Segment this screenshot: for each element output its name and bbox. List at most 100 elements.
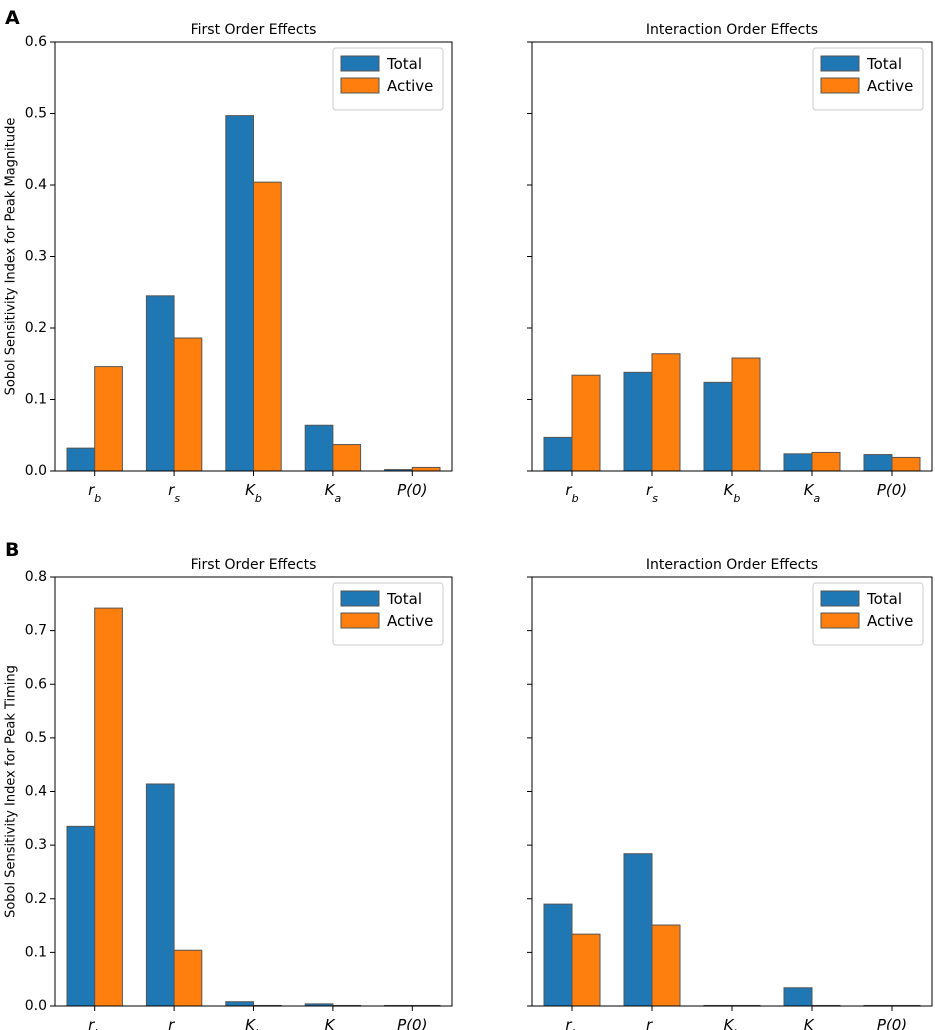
chart-2-ytick-label: 0.1 (25, 944, 47, 960)
chart-2-xtick-base: K (325, 1016, 336, 1030)
chart-0-ytick-label: 0.4 (25, 177, 47, 193)
chart-1-xtick-sub: b (733, 492, 740, 505)
chart-0-xtick-label-1: rs (168, 481, 180, 505)
chart-3-legend-label-total: Total (866, 590, 902, 608)
chart-2-bar-total-0 (66, 825, 96, 1007)
chart-0-legend-label-active: Active (387, 77, 433, 95)
chart-1-legend-swatch-total (820, 55, 860, 72)
chart-1-xtick-label-2: Kb (724, 481, 741, 505)
chart-3-axes: Interaction Order EffectsrbrsKbKaP(0)Tot… (527, 557, 933, 1030)
chart-3-xtick-base: r (646, 1016, 653, 1030)
chart-2-xtick-label-3: Ka (325, 1016, 342, 1030)
chart-0-bar-active-4 (411, 466, 441, 472)
chart-0-bar-active-1 (173, 337, 203, 472)
chart-0-xtick-sub: b (255, 492, 262, 505)
chart-2-axes: B First Order Effects Sobol Sensitivity In… (4, 539, 453, 1030)
chart-2-title: First Order Effects (191, 557, 317, 573)
chart-2-xtick-label-1: rs (168, 1016, 180, 1030)
chart-0-bar-total-3 (304, 424, 334, 472)
chart-0-bar-total-1 (145, 295, 175, 472)
chart-2-bar-active-0 (94, 607, 123, 1007)
chart-1-xtick-base: P(0) (877, 481, 907, 499)
chart-1-xtick-label-4: P(0) (877, 481, 907, 499)
chart-0-legend-label-total: Total (386, 55, 422, 73)
chart-0-title: First Order Effects (191, 22, 317, 38)
chart-0-xtick-base: P(0) (397, 481, 427, 499)
chart-2-legend-label-active: Active (387, 612, 433, 630)
chart-1-legend-swatch-active (820, 77, 860, 94)
chart-0-bar-active-0 (94, 366, 123, 472)
chart-1-bar-total-0 (543, 436, 573, 472)
chart-1-bar-active-3 (811, 451, 841, 472)
chart-3-legend: Total Active (812, 582, 924, 646)
chart-3-xtick-base: K (724, 1016, 735, 1030)
chart-3-xtick-label-0: rb (565, 1016, 578, 1030)
chart-3-legend-label-active: Active (867, 612, 913, 630)
chart-0-bar-active-2 (253, 181, 282, 472)
chart-0-ytick-label: 0.0 (25, 463, 47, 479)
chart-1-xtick-base: K (804, 481, 815, 499)
chart-3-xtick-label-1: rs (646, 1016, 658, 1030)
chart-1-legend-label-total: Total (866, 55, 902, 73)
chart-0-xtick-sub: b (94, 492, 101, 505)
chart-1-xtick-label-1: rs (646, 481, 658, 505)
chart-0-ytick-label: 0.6 (25, 34, 47, 50)
chart-2-ytick-label: 0.0 (25, 998, 47, 1014)
chart-2-bar-total-2 (225, 1001, 255, 1007)
chart-3-xtick-sub: s (652, 1027, 658, 1030)
chart-3-xtick-label-3: Ka (804, 1016, 821, 1030)
chart-3-xtick-sub: b (733, 1027, 740, 1030)
chart-2-legend-label-total: Total (386, 590, 422, 608)
chart-0-ytick-label: 0.1 (25, 392, 47, 408)
chart-3-xtick-label-4: P(0) (877, 1016, 907, 1030)
chart-1-xtick-label-3: Ka (804, 481, 821, 505)
chart-2-xtick-sub: a (334, 1027, 341, 1030)
chart-2-ytick-label: 0.8 (25, 569, 47, 585)
chart-0-xtick-base: r (168, 481, 175, 499)
chart-0-xtick-label-4: P(0) (397, 481, 427, 499)
chart-2-bar-active-1 (173, 949, 203, 1007)
chart-0-xtick-base: r (88, 481, 95, 499)
chart-0-xtick-label-0: rb (88, 481, 101, 505)
chart-1-xtick-label-0: rb (565, 481, 578, 505)
chart-0-bar-active-3 (332, 444, 362, 472)
chart-1-frame (531, 41, 933, 472)
chart-1-bar-active-4 (891, 456, 921, 472)
chart-1-xtick-sub: b (572, 492, 579, 505)
chart-0-ylabel: Sobol Sensitivity Index for Peak Magnitu… (4, 118, 19, 396)
chart-3-title: Interaction Order Effects (646, 557, 818, 573)
chart-3-bar-total-1 (623, 853, 653, 1007)
chart-3-xtick-label-2: Kb (724, 1016, 741, 1030)
chart-1-bar-total-4 (863, 454, 893, 472)
chart-0-xtick-base: K (245, 481, 256, 499)
chart-2-xtick-sub: b (255, 1027, 262, 1030)
chart-1-bar-total-3 (783, 453, 813, 472)
chart-2-legend-swatch-active (340, 612, 380, 629)
chart-1-bar-active-2 (731, 357, 761, 472)
chart-1-legend-label-active: Active (867, 77, 913, 95)
chart-2-frame (54, 576, 453, 1007)
chart-0-xtick-sub: s (174, 492, 180, 505)
chart-3-xtick-base: K (804, 1016, 815, 1030)
chart-1-xtick-sub: a (814, 492, 821, 505)
chart-0-xtick-base: K (325, 481, 336, 499)
chart-0-frame (54, 41, 453, 472)
chart-2-legend: Total Active (332, 582, 444, 646)
chart-3-bar-active-0 (571, 933, 601, 1007)
chart-2-xtick-base: P(0) (397, 1016, 427, 1030)
chart-3-bar-active-1 (651, 924, 681, 1007)
chart-2-xtick-label-0: rb (88, 1016, 101, 1030)
chart-3-frame (531, 576, 933, 1007)
chart-2-legend-swatch-total (340, 590, 380, 607)
chart-3-xtick-sub: a (814, 1027, 821, 1030)
chart-2-xtick-sub: s (174, 1027, 180, 1030)
chart-0-ytick-label: 0.3 (25, 249, 47, 265)
chart-3-xtick-sub: b (572, 1027, 579, 1030)
chart-0-bar-total-2 (225, 115, 255, 472)
chart-3-legend-swatch-total (820, 590, 860, 607)
chart-1-xtick-base: r (646, 481, 653, 499)
chart-2-ytick-label: 0.3 (25, 837, 47, 853)
chart-0-bar-total-0 (66, 447, 96, 472)
